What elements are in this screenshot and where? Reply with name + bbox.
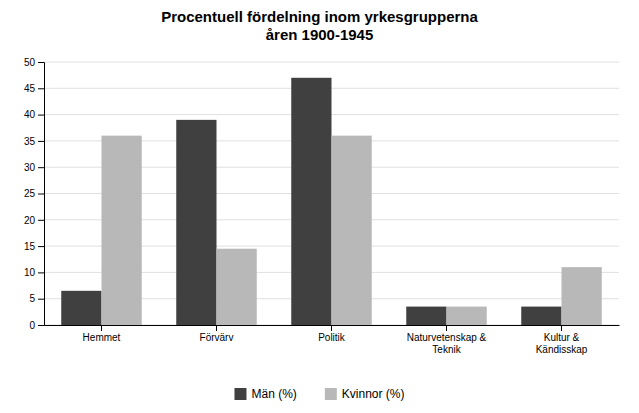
bar	[61, 291, 101, 325]
y-tick-mark	[38, 220, 44, 221]
bar	[102, 136, 142, 325]
bar	[176, 120, 216, 325]
legend-item: Kvinnor (%)	[325, 387, 405, 401]
y-tick-mark	[38, 246, 44, 247]
y-tick: 40	[24, 109, 44, 120]
y-tick-mark	[38, 88, 44, 89]
y-tick-label: 50	[24, 57, 36, 68]
y-axis-line	[38, 63, 45, 326]
x-tick-mark	[216, 325, 217, 331]
x-axis: Hemmet Förvärv Politik Naturvetenskap &Tekn…	[45, 325, 620, 355]
plot: 0 5 10 15 20 25 30 35 40 45 50 Hemmet Förvärv Politik…	[24, 57, 620, 355]
y-tick-mark	[38, 272, 44, 273]
x-tick: Förvärv	[200, 325, 234, 343]
y-tick-mark	[38, 167, 44, 168]
bar	[291, 78, 331, 325]
y-tick: 45	[24, 83, 44, 94]
y-tick-label: 0	[29, 320, 35, 331]
grid	[44, 62, 619, 325]
legend-swatch	[325, 388, 337, 400]
x-tick: Naturvetenskap &Teknik	[407, 325, 487, 355]
y-tick-label: 30	[24, 162, 36, 173]
x-tick-label: Kultur &Kändisskap	[536, 332, 588, 355]
bar	[406, 307, 446, 325]
legend: Män (%) Kvinnor (%)	[234, 387, 404, 401]
bar-series	[61, 78, 561, 325]
bar	[562, 267, 602, 325]
y-tick-label: 10	[24, 267, 36, 278]
x-tick-mark	[446, 325, 447, 331]
y-tick-label: 5	[29, 293, 35, 304]
x-tick-mark	[331, 325, 332, 331]
x-tick-label: Hemmet	[83, 332, 121, 343]
grid-line	[44, 62, 619, 63]
y-tick-label: 45	[24, 83, 36, 94]
y-tick-mark	[38, 194, 44, 195]
y-tick-mark	[38, 141, 44, 142]
y-tick-label: 15	[24, 241, 36, 252]
bar	[332, 136, 372, 325]
x-tick-label: Förvärv	[200, 332, 234, 343]
legend-swatch	[234, 388, 246, 400]
y-tick: 35	[24, 136, 44, 147]
y-tick: 10	[24, 267, 44, 278]
y-axis: 0 5 10 15 20 25 30 35 40 45 50	[24, 57, 45, 331]
y-tick: 0	[29, 320, 44, 331]
x-tick-mark	[101, 325, 102, 331]
y-tick: 30	[24, 162, 44, 173]
y-tick: 15	[24, 241, 44, 252]
x-tick-label: Politik	[318, 332, 346, 343]
y-tick-mark	[38, 115, 44, 116]
bar-series	[102, 136, 602, 325]
y-tick-label: 35	[24, 136, 36, 147]
x-tick: Hemmet	[83, 325, 121, 343]
y-tick-label: 40	[24, 109, 36, 120]
title: Procentuell fördelning inom yrkesgrupper…	[161, 8, 478, 43]
x-tick: Kultur &Kändisskap	[536, 325, 588, 355]
bar	[217, 249, 257, 325]
y-tick-mark	[38, 325, 44, 326]
x-tick-mark	[561, 325, 562, 331]
legend-item: Män (%)	[234, 387, 296, 401]
y-tick-mark	[38, 62, 44, 63]
legend-label: Män (%)	[251, 387, 296, 401]
y-tick-label: 20	[24, 215, 36, 226]
bar	[521, 307, 561, 325]
y-tick: 20	[24, 215, 44, 226]
y-tick-label: 25	[24, 188, 36, 199]
bars	[61, 78, 602, 325]
y-tick: 50	[24, 57, 44, 68]
chart: Procentuell fördelning inom yrkesgrupper…	[0, 0, 639, 413]
x-tick: Politik	[318, 325, 346, 343]
y-tick: 5	[29, 293, 44, 304]
bar	[447, 307, 487, 325]
x-tick-label: Naturvetenskap &Teknik	[407, 332, 487, 355]
y-tick: 25	[24, 188, 44, 199]
y-tick-mark	[38, 299, 44, 300]
legend-label: Kvinnor (%)	[342, 387, 405, 401]
